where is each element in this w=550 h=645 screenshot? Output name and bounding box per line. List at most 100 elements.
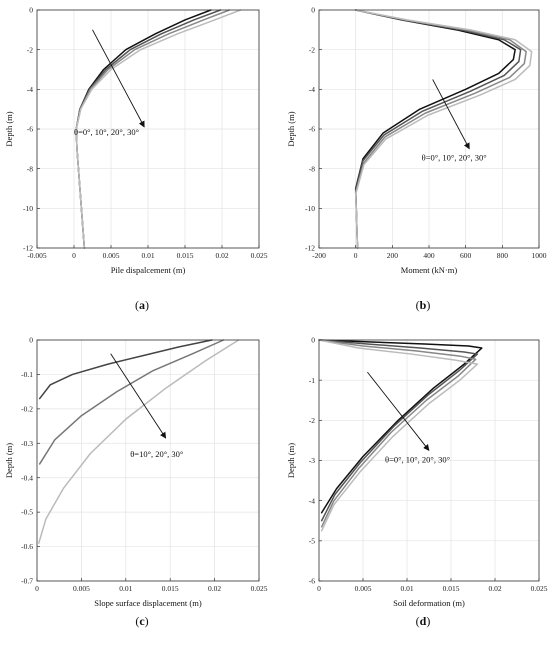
x-tick-label: 0.025: [251, 584, 268, 593]
x-tick-label: 0.005: [355, 584, 372, 593]
series-line-4: [318, 339, 479, 532]
chart-d: 0 0.005 0.01 0.015 0.02 0.025 0 -1 -2 -3 -4 -5 -6 Soi…: [286, 336, 548, 628]
series-line-2: [318, 339, 479, 522]
caption-paren-open: (: [416, 298, 420, 312]
y-axis-label: Depth (m): [286, 443, 296, 478]
x-tick-label: 0: [72, 251, 76, 260]
y-tick-label: -3: [309, 456, 315, 465]
annotation-text: θ=0°, 10°, 20°, 30°: [74, 127, 139, 137]
y-tick-label: 0: [29, 336, 33, 345]
panel-caption: (a): [135, 298, 149, 312]
y-tick-label: -6: [309, 125, 315, 134]
y-tick-label: -10: [23, 204, 33, 213]
x-tick-label: 0.01: [141, 251, 154, 260]
x-axis-label: Pile dispalcement (m): [111, 265, 186, 275]
x-tick-label: 0.025: [251, 251, 268, 260]
y-tick-label: -0.1: [21, 370, 33, 379]
y-tick-label: -12: [23, 244, 33, 253]
y-tick-label: -5: [309, 536, 315, 545]
y-tick-label: -2: [309, 416, 315, 425]
series-line-2: [38, 339, 225, 465]
x-tick-label: 0.02: [215, 251, 228, 260]
y-axis-label: Depth (m): [4, 111, 14, 146]
series-line-3: [318, 339, 477, 528]
x-tick-label: 0.01: [400, 584, 413, 593]
x-tick-label: -0.005: [27, 251, 47, 260]
x-tick-label: 0.005: [103, 251, 120, 260]
caption-letter: a: [139, 298, 145, 312]
y-axis-label: Depth (m): [4, 443, 14, 478]
x-tick-label: 0.01: [119, 584, 132, 593]
y-tick-label: -0.3: [21, 439, 33, 448]
chart-b: -200 0 200 400 600 800 1000 0 -2 -4 -6 -8 -10 -12 Mome…: [286, 6, 547, 312]
caption-paren-open: (: [135, 298, 139, 312]
y-tick-label: -6: [27, 125, 33, 134]
y-tick-label: -4: [309, 496, 315, 505]
x-axis-label: Slope surface displacement (m): [94, 598, 202, 608]
y-tick-label: -4: [309, 85, 315, 94]
y-tick-label: -0.2: [21, 404, 33, 413]
caption-paren-close: ): [145, 298, 149, 312]
caption-paren-close: ): [426, 298, 430, 312]
x-tick-label: 0: [35, 584, 39, 593]
y-tick-label: -0.4: [21, 473, 33, 482]
y-tick-label: -1: [309, 376, 315, 385]
x-axis-label: Soil deformation (m): [393, 598, 465, 608]
y-tick-label: -2: [309, 45, 315, 54]
series-line-3: [38, 339, 240, 544]
caption-paren-open: (: [135, 614, 139, 628]
x-tick-label: 0.015: [443, 584, 460, 593]
x-tick-label: 0.015: [162, 584, 179, 593]
y-tick-label: 0: [29, 6, 33, 15]
caption-letter: d: [420, 614, 427, 628]
x-tick-label: 0.02: [488, 584, 501, 593]
y-tick-label: -0.5: [21, 508, 33, 517]
x-tick-label: 0: [354, 251, 358, 260]
series-line-1: [318, 339, 483, 514]
annotation-arrow: [367, 371, 430, 451]
annotation-arrow: [110, 353, 167, 439]
chart-a: -0.005 0 0.005 0.01 0.015 0.02 0.025 0 -2 -4 -6 -8 -…: [4, 6, 268, 312]
plot-frame: [36, 339, 260, 582]
x-tick-label: 0: [317, 584, 321, 593]
y-tick-label: -8: [27, 164, 33, 173]
x-tick-label: 0.02: [208, 584, 221, 593]
x-tick-label: 400: [423, 251, 435, 260]
x-tick-label: 800: [497, 251, 509, 260]
y-tick-label: -6: [309, 577, 315, 586]
annotation-text: θ=0°, 10°, 20°, 30°: [422, 153, 487, 163]
x-tick-label: 0.015: [177, 251, 194, 260]
caption-paren-close: ): [145, 614, 149, 628]
series-line-4: [354, 9, 533, 249]
panel-caption: (b): [416, 298, 431, 312]
caption-paren-close: ): [426, 614, 430, 628]
panel-caption: (d): [416, 614, 431, 628]
x-tick-label: 200: [387, 251, 399, 260]
series-line-4: [75, 9, 242, 249]
y-tick-label: 0: [311, 6, 315, 15]
chart-c: 0 0.005 0.01 0.015 0.02 0.025 0 -0.1 -0.2 -0.3 -0.…: [4, 336, 268, 628]
y-tick-label: -0.6: [21, 542, 33, 551]
annotation-arrow: [432, 79, 470, 150]
caption-letter: c: [139, 614, 145, 628]
annotation-text: θ=0°, 10°, 20°, 30°: [385, 455, 450, 465]
y-tick-label: -2: [27, 45, 33, 54]
y-tick-label: -12: [305, 244, 315, 253]
series-line-1: [38, 339, 213, 400]
panel-caption: (c): [135, 614, 148, 628]
x-tick-label: 1000: [532, 251, 547, 260]
annotation-text: θ=10°, 20°, 30°: [130, 449, 183, 459]
x-axis-label: Moment (kN·m): [401, 265, 458, 275]
y-tick-label: 0: [311, 336, 315, 345]
y-tick-label: -4: [27, 85, 33, 94]
annotation-arrow: [92, 29, 145, 128]
charts-root: -0.005 0 0.005 0.01 0.015 0.02 0.025 0 -2 -4 -6 -8 -…: [4, 6, 548, 628]
y-tick-label: -0.7: [21, 577, 33, 586]
y-tick-label: -8: [309, 164, 315, 173]
y-tick-label: -10: [305, 204, 315, 213]
x-tick-label: 0.025: [531, 584, 548, 593]
y-axis-label: Depth (m): [286, 111, 296, 146]
x-tick-label: -200: [312, 251, 326, 260]
x-tick-label: 0.005: [73, 584, 90, 593]
